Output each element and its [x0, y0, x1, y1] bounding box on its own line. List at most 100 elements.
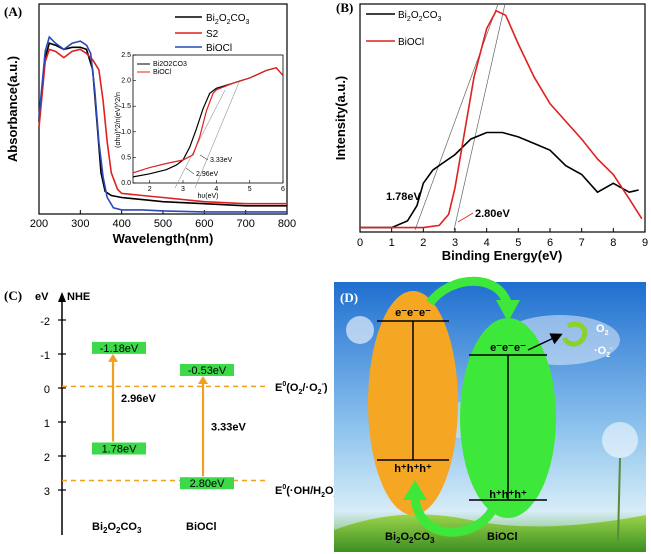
panel-a-xlabel: Wavelength(nm) [113, 231, 214, 246]
panel-b-xtick-label: 1 [389, 237, 395, 249]
legend-label-s2: S2 [206, 29, 219, 40]
panel-c-ticks: -2 -1 0 1 2 3 [40, 316, 66, 498]
panel-a-xticks: 200 300 400 500 600 700 800 [30, 210, 296, 230]
panel-a-label: (A) [4, 4, 22, 19]
panel-b-frame [359, 3, 646, 233]
band-gap-label: 2.96eV [121, 393, 157, 405]
excitation-arrowhead [108, 353, 118, 362]
inset-line-biocl [132, 67, 284, 174]
inset-arrow-333 [199, 154, 209, 161]
panel-c-ytick-label: 0 [44, 384, 50, 396]
panel-a-legend: Bi2O2CO3 S2 BiOCl [175, 13, 250, 54]
vb-band-label: 2.80eV [190, 478, 226, 490]
panel-d-label-biocl: BiOCl [487, 531, 518, 543]
legend-b-label-2: BiOCl [398, 37, 424, 48]
panel-b-xticks: 0 1 2 3 4 5 6 7 8 9 [357, 228, 648, 249]
inset-xtick-label: 4 [214, 186, 218, 193]
panel-b-xtick-label: 2 [420, 237, 426, 249]
inset-ticks: 2 3 4 5 6 0.0 0.5 1.0 1.5 2.0 2.5 [121, 52, 285, 193]
dandelion-2 [602, 422, 638, 458]
legend-b-label-1: Bi2O2CO3 [398, 10, 442, 23]
electron-transfer-arrowhead [496, 300, 520, 322]
inset-ytick-label: 1.5 [121, 103, 131, 110]
panel-c-ytick-label: -1 [40, 350, 50, 362]
o2-arrow [527, 333, 563, 351]
panel-b-xtick-label: 8 [610, 237, 616, 249]
holes-biocl: h⁺h⁺h⁺ [489, 489, 527, 501]
inset-ytick-label: 2.0 [121, 78, 131, 85]
inset-legend-label-1: Bi2O2CO3 [153, 61, 187, 68]
panel-a: (A) Absorbance(a.u.) Wavelength(nm) 200 3… [4, 3, 296, 246]
panel-b-xlabel: Binding Energy(eV) [442, 248, 563, 263]
panel-b-xtick-label: 5 [515, 237, 521, 249]
panel-c-ref-label-o2: E0(O2/·O2-) [275, 381, 328, 396]
panel-a-xtick-label: 600 [195, 218, 213, 230]
o2-label: O2 [596, 323, 609, 337]
panel-c-nhe-label: NHE [67, 291, 90, 303]
inset-xtick-label: 5 [248, 186, 252, 193]
panel-b-tangent-1 [414, 3, 499, 231]
panel-a-xtick-label: 300 [71, 218, 89, 230]
inset-ytick-label: 1.0 [121, 129, 131, 136]
panel-c-ref-label-oh: E0(·OH/H2O) [275, 484, 338, 499]
panel-b-ylabel: Intensity(a.u.) [333, 76, 348, 161]
vb-band [180, 477, 234, 490]
inset-annotation-333: 3.33eV [210, 157, 233, 164]
electrons-bi2o2co3: e⁻e⁻e⁻ [395, 307, 431, 319]
panel-b-xtick-label: 4 [484, 237, 490, 249]
panel-b-arrow-280 [457, 212, 474, 223]
series-line-s2 [38, 48, 287, 205]
panel-c-ytick-label: 3 [44, 486, 50, 498]
vb-band-label: 1.78eV [102, 444, 138, 456]
dandelion-1 [346, 316, 374, 344]
series-line-biocl [38, 35, 287, 213]
panel-a-lines [38, 35, 287, 213]
vb-band [92, 442, 146, 455]
panel-b-legend: Bi2O2CO3 BiOCl [366, 10, 442, 48]
panel-b-xtick-label: 6 [547, 237, 553, 249]
inset-xtick-label: 2 [148, 186, 152, 193]
panel-b-line-bi2o2co3 [360, 131, 639, 229]
panel-b-annotation-178: 1.78eV [386, 191, 422, 203]
panel-a-ylabel: Absorbance(a.u.) [5, 56, 20, 162]
grass [334, 514, 646, 552]
panel-c-ytick-label: 1 [44, 418, 50, 430]
inset-frame [132, 54, 284, 184]
panel-a-xtick-label: 400 [112, 218, 130, 230]
panel-b-tangent-2 [453, 3, 506, 231]
cb-band [92, 341, 146, 354]
inset-lines [132, 67, 284, 178]
panel-d: (D) e⁻e⁻e⁻ h⁺h⁺h⁺ e⁻e⁻e⁻ h⁺h⁺h⁺ O2 ·O2- … [334, 276, 646, 552]
inset-ytick-label: 2.5 [121, 52, 131, 59]
holes-bi2o2co3: h⁺h⁺h⁺ [394, 463, 432, 475]
panel-c-material-1: Bi2O2CO3 [92, 521, 142, 535]
excitation-arrowhead [198, 375, 208, 384]
inset-tangent-2 [194, 79, 241, 189]
inset-annotation-296: 2.96eV [196, 171, 219, 178]
panel-c-ytick-label: -2 [40, 316, 50, 328]
panel-c-content: -1.18eV 1.78eV 2.96eV -0.53eV 2.80eV 3.33eV [62, 341, 268, 490]
panel-a-xtick-label: 200 [30, 218, 48, 230]
inset-xlabel: hυ(eV) [198, 193, 219, 200]
panel-a-inset: 2 3 4 5 6 0.0 0.5 1.0 1.5 2.0 2.5 Bi2O2CO3 BiOCl 3… [115, 52, 285, 200]
panel-b-xtick-label: 7 [579, 237, 585, 249]
panel-b-lines [360, 9, 643, 229]
legend-label-bi2o2co3: Bi2O2CO3 [206, 13, 250, 26]
inset-xtick-label: 3 [181, 186, 185, 193]
cb-band-label: -1.18eV [100, 343, 139, 355]
panel-b-xtick-label: 0 [357, 237, 363, 249]
inset-tangent-1 [174, 89, 226, 189]
panel-c-ytick-label: 2 [44, 452, 50, 464]
cb-band [180, 363, 234, 376]
panel-c-ev-label: eV [35, 291, 49, 303]
panel-b-xtick-label: 9 [642, 237, 648, 249]
cb-band-label: -0.53eV [188, 365, 227, 377]
inset-ytick-label: 0.0 [121, 180, 131, 187]
o2-radical-label: ·O2- [594, 345, 613, 359]
inset-legend-label-2: BiOCl [153, 69, 172, 76]
band-gap-label: 3.33eV [211, 422, 247, 434]
dandelion-stem [617, 457, 621, 541]
panel-b-label: (B) [336, 0, 353, 15]
inset-ytick-label: 0.5 [121, 154, 131, 161]
